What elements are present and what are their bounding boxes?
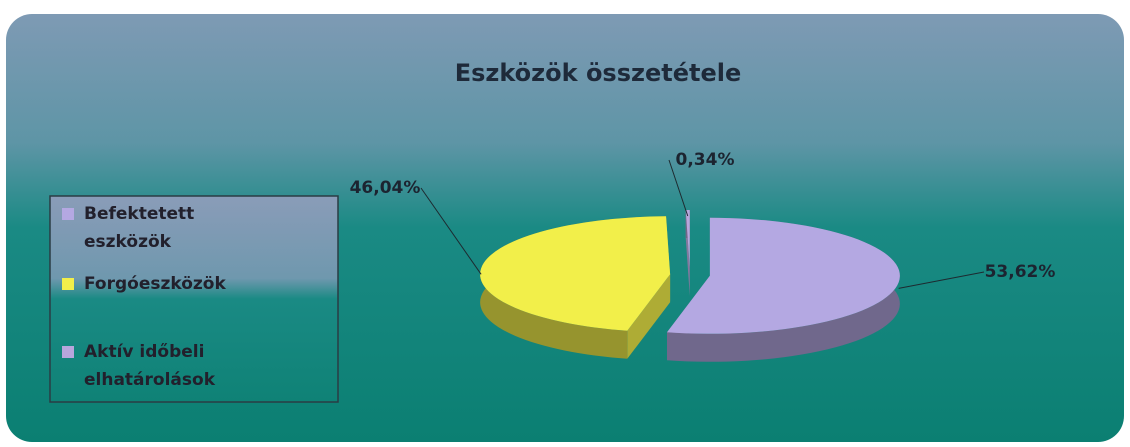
plot: 53,62% 46,04% 0,34% xyxy=(350,150,1056,362)
leader-line xyxy=(668,159,689,217)
chart-title: Eszközök összetétele xyxy=(455,59,742,87)
leader-line xyxy=(420,187,482,275)
legend-label: Forgóeszközök xyxy=(84,274,226,294)
slice xyxy=(667,217,900,334)
data-label: 53,62% xyxy=(985,262,1056,282)
legend-label: Aktív időbeli elhatárolások xyxy=(84,342,216,390)
slice xyxy=(480,216,671,331)
legend-swatch xyxy=(62,278,74,290)
legend-box xyxy=(49,195,339,403)
legend-label: Befektetett eszközök xyxy=(84,204,194,252)
slice xyxy=(685,210,690,269)
legend-swatch xyxy=(62,208,74,220)
legend-swatch xyxy=(62,346,74,358)
data-label: 0,34% xyxy=(676,150,735,170)
leader-line xyxy=(898,271,985,289)
data-label: 46,04% xyxy=(350,178,421,198)
slice-side xyxy=(627,274,671,359)
